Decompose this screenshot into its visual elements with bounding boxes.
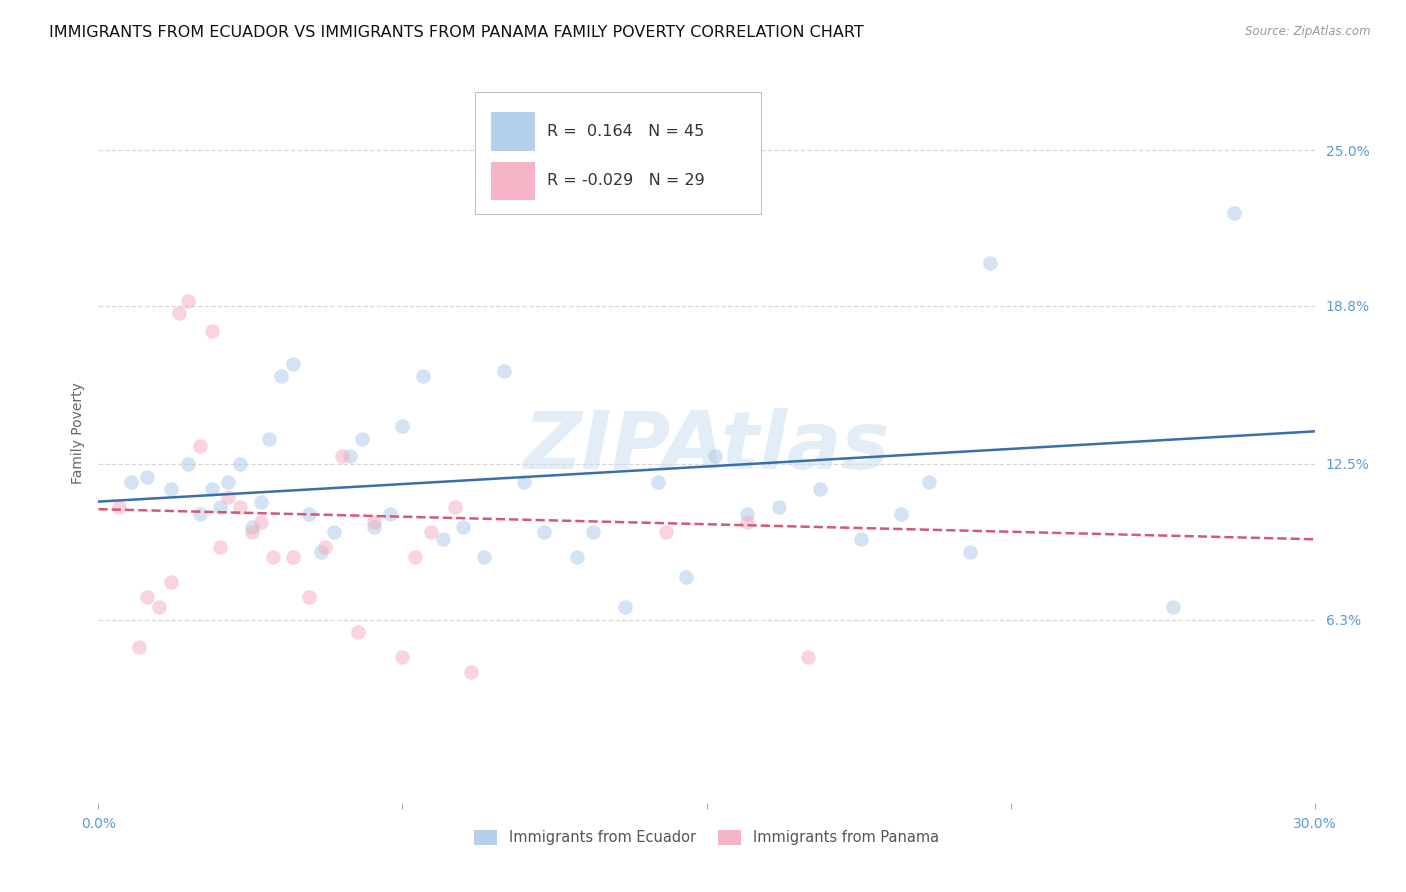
Point xyxy=(735,507,758,521)
Point xyxy=(176,457,198,471)
FancyBboxPatch shape xyxy=(475,92,761,214)
Point xyxy=(249,515,271,529)
Legend: Immigrants from Ecuador, Immigrants from Panama: Immigrants from Ecuador, Immigrants from… xyxy=(468,824,945,851)
Point xyxy=(655,524,678,539)
Point xyxy=(675,570,697,584)
Point xyxy=(242,524,264,539)
Point xyxy=(808,482,831,496)
Point xyxy=(492,364,515,378)
Point xyxy=(380,507,402,521)
Point xyxy=(453,520,475,534)
Point xyxy=(460,665,482,680)
Point xyxy=(120,475,142,489)
Point xyxy=(209,500,232,514)
Point xyxy=(136,469,159,483)
Point xyxy=(735,515,758,529)
Point xyxy=(419,524,441,539)
Point xyxy=(201,324,224,338)
Text: R = -0.029   N = 29: R = -0.029 N = 29 xyxy=(547,173,704,188)
Point xyxy=(979,256,1001,270)
Point xyxy=(533,524,555,539)
Point xyxy=(148,600,170,615)
Text: Source: ZipAtlas.com: Source: ZipAtlas.com xyxy=(1246,25,1371,38)
Point xyxy=(363,520,385,534)
Point xyxy=(136,590,159,604)
Point xyxy=(339,450,361,464)
Point xyxy=(281,549,304,564)
Point xyxy=(472,549,495,564)
Point xyxy=(169,306,191,320)
Point xyxy=(444,500,467,514)
Point xyxy=(160,482,183,496)
Point xyxy=(614,600,637,615)
Point xyxy=(249,494,271,508)
FancyBboxPatch shape xyxy=(491,161,536,200)
Point xyxy=(647,475,669,489)
Point xyxy=(257,432,280,446)
Point xyxy=(281,357,304,371)
Point xyxy=(412,369,434,384)
Text: R =  0.164   N = 45: R = 0.164 N = 45 xyxy=(547,124,704,139)
Point xyxy=(188,439,211,453)
Point xyxy=(298,590,321,604)
Point xyxy=(217,475,239,489)
Point xyxy=(432,533,454,547)
Text: IMMIGRANTS FROM ECUADOR VS IMMIGRANTS FROM PANAMA FAMILY POVERTY CORRELATION CHA: IMMIGRANTS FROM ECUADOR VS IMMIGRANTS FR… xyxy=(49,25,863,40)
Point xyxy=(176,293,198,308)
Point xyxy=(107,500,129,514)
Point xyxy=(959,545,981,559)
Point xyxy=(1222,206,1244,220)
Point xyxy=(391,419,413,434)
Point xyxy=(270,369,292,384)
Point xyxy=(849,533,872,547)
Point xyxy=(565,549,588,564)
Point xyxy=(918,475,941,489)
Point xyxy=(703,450,725,464)
Point xyxy=(350,432,373,446)
Point xyxy=(347,625,370,640)
Point xyxy=(363,515,385,529)
Point xyxy=(404,549,426,564)
Y-axis label: Family Poverty: Family Poverty xyxy=(70,382,84,483)
Point xyxy=(229,457,252,471)
Point xyxy=(513,475,536,489)
Point xyxy=(217,490,239,504)
Point xyxy=(160,574,183,589)
Point xyxy=(201,482,224,496)
Text: ZIPAtlas: ZIPAtlas xyxy=(523,409,890,486)
Point xyxy=(768,500,790,514)
Point xyxy=(314,540,336,554)
Point xyxy=(188,507,211,521)
Point xyxy=(797,650,820,665)
Point xyxy=(330,450,353,464)
Point xyxy=(242,520,264,534)
Point xyxy=(262,549,284,564)
Point xyxy=(391,650,413,665)
Point xyxy=(128,640,150,655)
Point xyxy=(229,500,252,514)
Point xyxy=(209,540,232,554)
Point xyxy=(1161,600,1184,615)
FancyBboxPatch shape xyxy=(491,112,536,151)
Point xyxy=(298,507,321,521)
Point xyxy=(582,524,605,539)
Point xyxy=(322,524,344,539)
Point xyxy=(890,507,912,521)
Point xyxy=(311,545,333,559)
